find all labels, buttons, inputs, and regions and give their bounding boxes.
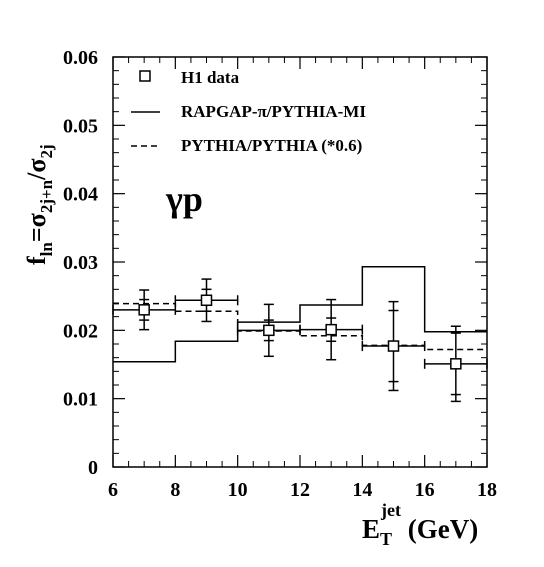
- data-points: [112, 278, 488, 403]
- y-axis-title-eq: =σ: [22, 213, 51, 242]
- y-tick-label: 0.04: [63, 184, 98, 206]
- y-axis-title: fln=σ2j+n/σ2j: [22, 144, 56, 265]
- x-tick-label: 6: [108, 479, 118, 501]
- data-point-group: [174, 278, 239, 323]
- data-point-group: [236, 303, 301, 358]
- data-point-marker: [450, 358, 462, 370]
- y-tick-labels: 0 0.01 0.02 0.03 0.04 0.05 0.06: [63, 47, 98, 479]
- x-axis-title-unit: (GeV): [401, 514, 478, 544]
- data-point-group: [361, 300, 426, 392]
- x-tick-label: 12: [290, 479, 310, 501]
- x-tick-label: 8: [170, 479, 180, 501]
- y-axis-title-sub: ln: [37, 242, 56, 257]
- x-tick-label: 10: [228, 479, 248, 501]
- legend-label-pythia: PYTHIA/PYTHIA (*0.6): [181, 136, 362, 155]
- legend-marker-square: [139, 70, 151, 82]
- x-axis-title-main: E: [362, 514, 380, 544]
- legend-label-rapgap: RAPGAP-π/PYTHIA-MI: [181, 102, 366, 121]
- y-axis-title-main: f: [22, 256, 51, 265]
- y-tick-label: 0.06: [63, 47, 98, 69]
- data-point-group: [299, 298, 364, 361]
- series-rapgap-histogram: [113, 266, 487, 363]
- x-axis-title-sub: T: [380, 529, 392, 549]
- legend-label-h1-data: H1 data: [181, 68, 240, 87]
- data-point-marker: [138, 304, 150, 316]
- y-tick-label: 0.02: [63, 320, 98, 342]
- x-axis-title-sup: jet: [380, 500, 401, 520]
- x-tick-label: 18: [477, 479, 497, 501]
- data-point-group: [423, 325, 488, 403]
- x-tick-label: 14: [352, 479, 372, 501]
- y-tick-label: 0.05: [63, 115, 98, 137]
- data-point-marker: [200, 294, 213, 307]
- legend: H1 data RAPGAP-π/PYTHIA-MI PYTHIA/PYTHIA…: [131, 68, 366, 155]
- data-point-group: [112, 289, 177, 331]
- y-axis-title-sub2: 2j+n: [37, 179, 56, 213]
- x-tick-label: 16: [415, 479, 435, 501]
- annotation-gamma-p: γp: [165, 179, 203, 219]
- y-tick-label: 0: [88, 457, 98, 479]
- x-tick-labels: 6 8 10 12 14 16 18: [108, 479, 497, 501]
- y-axis-title-sub3: 2j: [37, 144, 56, 158]
- y-axis-title-slash: /σ: [22, 158, 51, 180]
- y-tick-label: 0.01: [63, 389, 98, 411]
- axis-ticks: [112, 56, 488, 468]
- histograms: [113, 266, 487, 363]
- data-point-marker: [263, 324, 275, 337]
- data-point-marker: [325, 323, 337, 336]
- x-axis-title: ETjet (GeV): [362, 500, 478, 549]
- y-tick-label: 0.03: [63, 252, 98, 274]
- data-point-marker: [387, 340, 400, 352]
